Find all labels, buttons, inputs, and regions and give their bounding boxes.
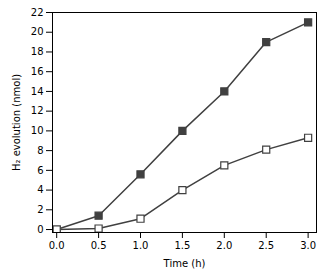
svg-text:0.0: 0.0 [49, 240, 65, 251]
svg-text:3.0: 3.0 [300, 240, 316, 251]
svg-text:H₂ evolution (nmol): H₂ evolution (nmol) [11, 74, 22, 171]
svg-text:4: 4 [37, 184, 43, 195]
svg-text:6: 6 [37, 165, 43, 176]
svg-text:16: 16 [31, 66, 44, 77]
svg-text:10: 10 [31, 125, 44, 136]
svg-text:Time (h): Time (h) [163, 258, 206, 269]
svg-text:2: 2 [37, 204, 43, 215]
svg-text:0: 0 [37, 224, 43, 235]
svg-text:20: 20 [31, 26, 44, 37]
svg-text:1.5: 1.5 [174, 240, 190, 251]
svg-text:8: 8 [37, 145, 43, 156]
svg-text:0.5: 0.5 [91, 240, 107, 251]
svg-text:2.5: 2.5 [258, 240, 274, 251]
svg-text:22: 22 [31, 7, 44, 18]
svg-text:1.0: 1.0 [133, 240, 149, 251]
svg-text:2.0: 2.0 [216, 240, 232, 251]
svg-text:14: 14 [31, 86, 44, 97]
svg-text:12: 12 [31, 105, 44, 116]
svg-text:18: 18 [31, 46, 44, 57]
